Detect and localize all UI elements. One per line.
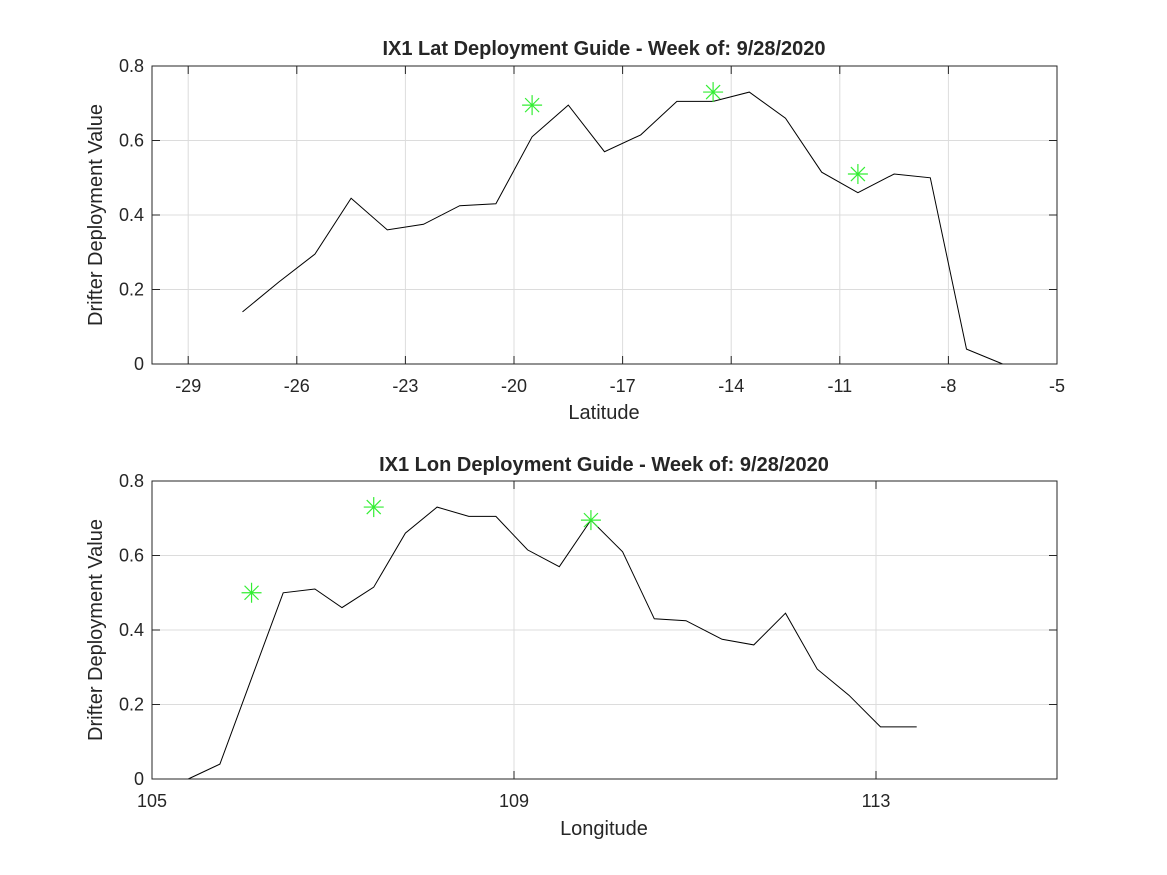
longitude-highlight-markers xyxy=(241,497,601,603)
longitude-y-tick-label: 0.4 xyxy=(119,620,144,640)
longitude-x-tick-label: 109 xyxy=(499,791,529,811)
latitude-highlight-marker xyxy=(703,82,724,103)
longitude-y-tick-label: 0 xyxy=(134,769,144,789)
longitude-y-axis-label: Drifter Deployment Value xyxy=(85,519,107,741)
latitude-highlight-markers xyxy=(522,82,868,185)
latitude-y-axis-label: Drifter Deployment Value xyxy=(85,104,107,326)
latitude-series-line xyxy=(242,91,1003,365)
latitude-x-tick-label: -8 xyxy=(940,376,956,396)
longitude-ticks: 105 109 113 0 0.2 0.4 0.6 0.8 xyxy=(119,471,1057,811)
latitude-highlight-marker xyxy=(522,95,543,116)
longitude-chart-title: IX1 Lon Deployment Guide - Week of: 9/28… xyxy=(379,454,829,476)
latitude-x-tick-label: -26 xyxy=(284,376,310,396)
latitude-panel: -29 -26 -23 -20 -17 -14 -11 -8 -5 0 0.2 0.4 0.6 0.8 I… xyxy=(85,38,1065,424)
longitude-y-tick-label: 0.8 xyxy=(119,471,144,491)
latitude-y-tick-label: 0.6 xyxy=(119,131,144,151)
latitude-x-tick-label: -29 xyxy=(175,376,201,396)
latitude-x-tick-label: -17 xyxy=(610,376,636,396)
latitude-x-tick-label: -23 xyxy=(392,376,418,396)
longitude-series-line xyxy=(187,506,917,780)
latitude-ticks: -29 -26 -23 -20 -17 -14 -11 -8 -5 0 0.2 0.4 0.6 0.8 xyxy=(119,56,1065,396)
latitude-y-tick-label: 0 xyxy=(134,354,144,374)
longitude-highlight-marker xyxy=(580,510,601,531)
latitude-x-tick-label: -11 xyxy=(827,376,852,396)
latitude-x-tick-label: -14 xyxy=(718,376,744,396)
longitude-x-tick-label: 105 xyxy=(137,791,167,811)
longitude-highlight-marker xyxy=(363,497,384,518)
latitude-highlight-marker xyxy=(847,164,868,185)
longitude-highlight-marker xyxy=(241,582,262,603)
longitude-y-tick-label: 0.6 xyxy=(119,546,144,566)
longitude-x-tick-label: 113 xyxy=(862,791,891,811)
latitude-y-tick-label: 0.4 xyxy=(119,205,144,225)
latitude-y-tick-label: 0.8 xyxy=(119,56,144,76)
latitude-x-tick-label: -20 xyxy=(501,376,527,396)
longitude-panel: 105 109 113 0 0.2 0.4 0.6 0.8 IX1 Lon Deploymen… xyxy=(85,454,1058,840)
latitude-chart-title: IX1 Lat Deployment Guide - Week of: 9/28… xyxy=(382,38,825,60)
latitude-x-tick-label: -5 xyxy=(1049,376,1065,396)
latitude-y-tick-label: 0.2 xyxy=(119,280,144,300)
latitude-x-axis-label: Latitude xyxy=(568,402,639,424)
longitude-y-tick-label: 0.2 xyxy=(119,695,144,715)
longitude-x-axis-label: Longitude xyxy=(560,818,648,840)
